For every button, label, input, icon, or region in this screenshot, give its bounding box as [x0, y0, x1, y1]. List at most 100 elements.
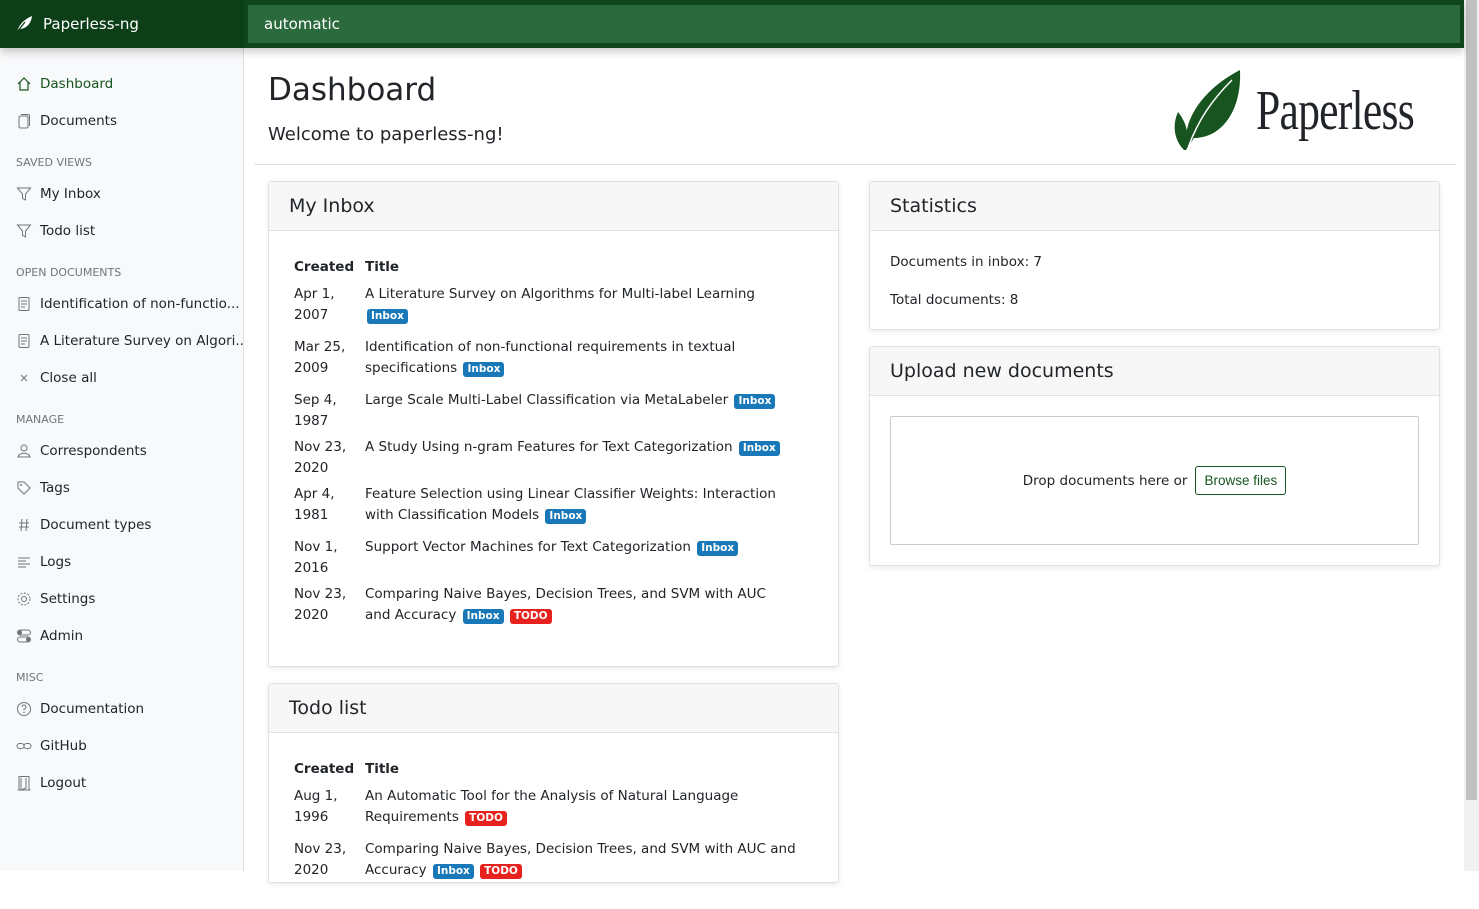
table-row[interactable]: Aug 1, 1996 An Automatic Tool for the Anal…: [289, 783, 800, 836]
funnel-icon: [16, 186, 32, 202]
sidebar-item-label: A Literature Survey on Algori...: [40, 332, 243, 349]
created-date: Nov 23, 2020: [294, 586, 347, 623]
document-title[interactable]: Support Vector Machines for Text Categor…: [360, 534, 795, 581]
created-date: Nov 23, 2020: [294, 841, 347, 878]
document-title[interactable]: An Automatic Tool for the Analysis of Na…: [365, 788, 739, 826]
sidebar-item-documents[interactable]: Documents: [0, 102, 243, 139]
sidebar-item-document-types[interactable]: Document types: [0, 506, 243, 543]
tag-badge-inbox[interactable]: Inbox: [462, 609, 504, 624]
tag-badge-todo[interactable]: TODO: [480, 864, 522, 879]
col-created: Created: [294, 761, 355, 777]
drop-zone[interactable]: Drop documents here or Browse files: [890, 416, 1419, 545]
tag-badge-todo[interactable]: TODO: [509, 609, 552, 624]
sidebar-section-title: SAVED VIEWS: [16, 156, 93, 169]
sidebar-item-label: Document types: [40, 516, 152, 533]
todo-list-card: Todo list Created Title Aug 1, 1996 An Autom…: [268, 683, 839, 883]
document-title[interactable]: Comparing Naive Bayes, Decision Trees, a…: [365, 841, 796, 879]
tag-badge-inbox[interactable]: Inbox: [734, 394, 776, 409]
file-text-icon: [16, 296, 32, 312]
created-date: Apr 4, 1981: [294, 486, 335, 523]
sidebar-item-label: Settings: [40, 590, 96, 607]
sidebar-item-documentation[interactable]: Documentation: [0, 690, 243, 727]
sidebar-item-todo-list[interactable]: Todo list: [0, 212, 243, 249]
link-icon: [16, 738, 32, 754]
upload-card: Upload new documents Drop documents here…: [869, 346, 1440, 566]
sidebar-item-label: My Inbox: [40, 185, 101, 202]
sidebar-item-dashboard[interactable]: Dashboard: [0, 65, 243, 102]
table-row[interactable]: Mar 25, 2009 Identification of non-functio…: [289, 334, 795, 387]
hash-icon: [16, 517, 32, 533]
card-title: Todo list: [269, 684, 838, 733]
leaf-logo-icon: [1174, 70, 1241, 150]
sidebar-item-logout[interactable]: Logout: [0, 764, 243, 801]
sidebar-item-a-literature-survey-on-algori[interactable]: A Literature Survey on Algori...: [0, 322, 243, 359]
sidebar-item-label: Logout: [40, 774, 87, 791]
tag-badge-todo[interactable]: TODO: [465, 811, 507, 826]
browse-files-button[interactable]: Browse files: [1195, 466, 1287, 495]
tags-icon: [16, 480, 32, 496]
created-date: Aug 1, 1996: [294, 788, 338, 825]
door-icon: [16, 775, 32, 791]
app-name: Paperless-ng: [43, 15, 139, 33]
gear-icon: [16, 591, 32, 607]
sidebar-item-admin[interactable]: Admin: [0, 617, 243, 654]
my-inbox-card: My Inbox Created Title Apr 1, 2007 A Literat…: [268, 181, 839, 667]
table-header: Created Title: [289, 757, 800, 783]
tag-badge-inbox[interactable]: Inbox: [697, 541, 739, 556]
sidebar-item-logs[interactable]: Logs: [0, 543, 243, 580]
todo-table: Created Title Aug 1, 1996 An Automatic Tool …: [289, 757, 800, 889]
sidebar-item-label: Logs: [40, 553, 72, 570]
table-row[interactable]: Nov 23, 2020 Comparing Naive Bayes, Decisi…: [289, 836, 800, 889]
created-date: Nov 23, 2020: [294, 439, 347, 476]
tag-badge-inbox[interactable]: Inbox: [545, 509, 587, 524]
sidebar: Dashboard Documents SAVED VIEWS My Inbox Tod…: [0, 48, 244, 871]
sidebar-item-github[interactable]: GitHub: [0, 727, 243, 764]
paperless-logo: Paperless: [1172, 70, 1459, 152]
top-navbar: Paperless-ng automatic: [0, 0, 1464, 48]
sidebar-item-close-all[interactable]: Close all: [0, 359, 243, 396]
table-row[interactable]: Apr 1, 2007 A Literature Survey on Algorit…: [289, 281, 795, 334]
sidebar-item-settings[interactable]: Settings: [0, 580, 243, 617]
inbox-table: Created Title Apr 1, 2007 A Literature Surve…: [289, 255, 795, 634]
document-title[interactable]: Large Scale Multi-Label Classification v…: [360, 387, 795, 434]
tag-badge-inbox[interactable]: Inbox: [463, 362, 505, 377]
house-icon: [16, 76, 32, 92]
sidebar-item-label: Close all: [40, 369, 97, 386]
table-header: Created Title: [289, 255, 795, 281]
toggles-icon: [16, 628, 32, 644]
document-title[interactable]: A Study Using n-gram Features for Text C…: [360, 434, 795, 481]
sidebar-item-my-inbox[interactable]: My Inbox: [0, 175, 243, 212]
search-input[interactable]: automatic: [248, 5, 1460, 43]
sidebar-item-correspondents[interactable]: Correspondents: [0, 432, 243, 469]
created-date: Apr 1, 2007: [294, 286, 335, 323]
created-date: Nov 1, 2016: [294, 539, 338, 576]
scrollbar[interactable]: [1464, 0, 1479, 871]
files-icon: [16, 113, 32, 129]
document-title[interactable]: A Literature Survey on Algorithms for Mu…: [365, 286, 755, 324]
sidebar-item-label: Dashboard: [40, 75, 114, 92]
scrollbar-thumb[interactable]: [1466, 0, 1477, 800]
document-title[interactable]: Feature Selection using Linear Classifie…: [365, 486, 776, 524]
funnel-icon: [16, 223, 32, 239]
tag-badge-inbox[interactable]: Inbox: [432, 864, 474, 879]
sidebar-item-tags[interactable]: Tags: [0, 469, 243, 506]
brand[interactable]: Paperless-ng: [0, 0, 244, 48]
document-title[interactable]: Identification of non-functional require…: [365, 339, 736, 377]
table-row[interactable]: Sep 4, 1987 Large Scale Multi-Label Classi…: [289, 387, 795, 434]
total-count: Total documents: 8: [890, 292, 1019, 308]
table-row[interactable]: Apr 4, 1981 Feature Selection using Linear…: [289, 481, 795, 534]
table-row[interactable]: Nov 23, 2020 A Study Using n-gram Features…: [289, 434, 795, 481]
sidebar-item-label: Documentation: [40, 700, 145, 717]
drop-text: Drop documents here or: [1022, 472, 1188, 489]
card-title: Upload new documents: [870, 347, 1439, 396]
question-circle-icon: [16, 701, 32, 717]
tag-badge-inbox[interactable]: Inbox: [367, 309, 408, 324]
document-title[interactable]: Comparing Naive Bayes, Decision Trees, a…: [365, 586, 766, 624]
tag-badge-inbox[interactable]: Inbox: [738, 441, 780, 456]
table-row[interactable]: Nov 1, 2016 Support Vector Machines for Te…: [289, 534, 795, 581]
sidebar-item-identification-of-non-functio[interactable]: Identification of non-functio...: [0, 285, 243, 322]
welcome-text: Welcome to paperless-ng!: [268, 124, 504, 145]
table-row[interactable]: Nov 23, 2020 Comparing Naive Bayes, Decisi…: [289, 581, 795, 634]
person-icon: [16, 443, 32, 459]
sidebar-item-label: Identification of non-functio...: [40, 295, 240, 312]
